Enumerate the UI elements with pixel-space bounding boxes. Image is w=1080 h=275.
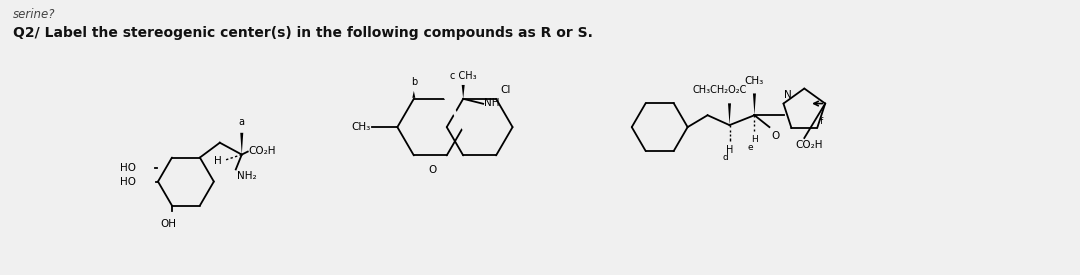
Text: HO: HO [120, 163, 136, 173]
Text: HO: HO [120, 177, 136, 186]
Polygon shape [413, 91, 416, 98]
Text: serine?: serine? [13, 8, 56, 21]
Polygon shape [753, 94, 756, 115]
Text: CH₃CH₂O₂C: CH₃CH₂O₂C [692, 86, 746, 95]
Text: CH₃: CH₃ [351, 122, 370, 132]
Text: Q2/ Label the stereogenic center(s) in the following compounds as R or S.: Q2/ Label the stereogenic center(s) in t… [13, 26, 593, 40]
Text: H: H [726, 145, 733, 155]
Text: Cl: Cl [500, 85, 511, 95]
Text: CO₂H: CO₂H [248, 146, 276, 156]
Text: b: b [410, 77, 417, 87]
Polygon shape [728, 103, 731, 125]
Text: NH₂: NH₂ [237, 171, 256, 182]
Text: d: d [723, 153, 728, 162]
Text: NH: NH [484, 98, 500, 108]
Text: e: e [747, 143, 753, 152]
Text: H: H [751, 135, 758, 144]
Text: O: O [771, 131, 780, 141]
Text: O: O [428, 165, 436, 175]
Text: c CH₃: c CH₃ [450, 71, 476, 81]
Polygon shape [240, 133, 243, 155]
Polygon shape [462, 85, 464, 99]
Text: CH₃: CH₃ [745, 76, 764, 86]
Text: H: H [214, 156, 221, 166]
Text: OH: OH [160, 219, 176, 229]
Text: f: f [820, 117, 823, 126]
Text: a: a [239, 117, 245, 127]
Text: CO₂H: CO₂H [796, 140, 823, 150]
Text: N: N [784, 90, 793, 100]
